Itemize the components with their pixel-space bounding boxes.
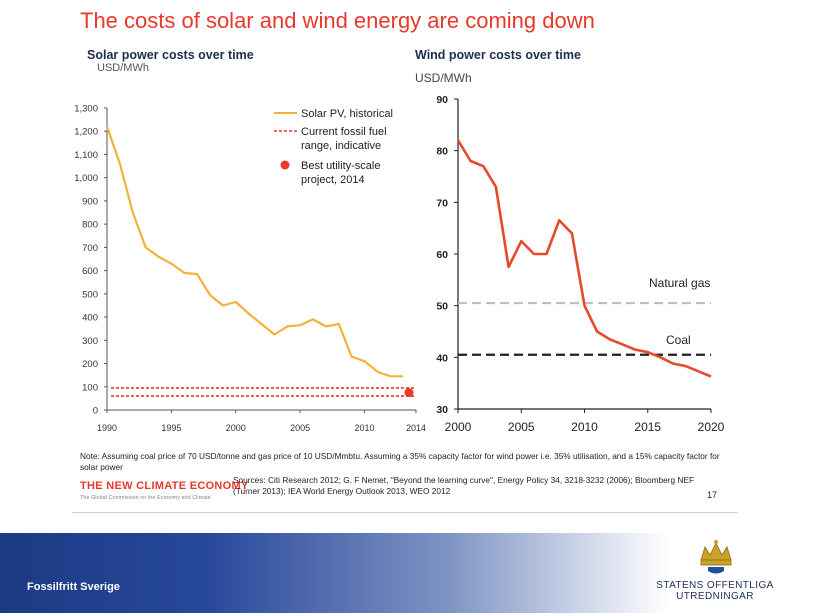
solar-x-tick-label: 1990 [97,423,117,433]
separator-line [72,512,738,513]
solar-y-tick-label: 1,000 [74,173,98,184]
solar-x-tick-label: 2000 [226,423,246,433]
solar-y-tick-label: 1,300 [74,104,98,115]
slide-title: The costs of solar and wind energy are c… [80,8,595,33]
natural-gas-label: Natural gas [649,276,710,290]
solar-y-tick-label: 300 [82,336,98,347]
solar-y-tick-label: 400 [82,313,98,324]
solar-x-tick-label: 2014 [406,423,426,433]
solar-y-tick-label: 1,200 [74,127,98,138]
org-name-line1: STATENS OFFENTLIGA [656,580,774,591]
wind-x-tick-label: 2015 [634,420,661,434]
wind-cost-line [456,139,712,378]
brand-subtitle: The Global Commission on the Economy and… [80,495,211,501]
solar-y-tick-label: 700 [82,243,98,254]
wind-y-tick-label: 60 [436,249,448,261]
wind-x-tick-label: 2020 [698,420,725,434]
solar-y-tick-label: 0 [93,406,98,417]
best-project-point [404,388,414,398]
legend-solar-label: Solar PV, historical [301,108,393,120]
sources-text: Sources: Citi Research 2012; G. F Nemet,… [233,475,695,496]
wind-y-tick-label: 90 [436,94,448,106]
wind-y-tick-label: 80 [436,146,448,158]
wind-y-tick-label: 50 [436,301,448,313]
legend-fossil-label: Current fossil fuel [301,126,387,138]
solar-y-tick-label: 100 [82,382,98,393]
solar-y-tick-label: 500 [82,289,98,300]
solar-x-tick-label: 1995 [161,423,181,433]
wind-y-tick-label: 70 [436,197,448,209]
solar-chart-title: Solar power costs over time [87,48,254,62]
wind-y-unit: USD/MWh [415,71,472,85]
footer-band [0,533,816,613]
solar-x-tick-label: 2005 [290,423,310,433]
brand-logo: THE NEW CLIMATE ECONOMY [80,480,249,492]
solar-y-tick-label: 600 [82,266,98,277]
wind-y-tick-label: 30 [436,404,448,416]
wind-y-tick-label: 40 [436,352,448,364]
wind-chart-title: Wind power costs over time [415,48,581,62]
legend-fossil-label-2: range, indicative [301,140,381,152]
legend-best-swatch [280,160,290,170]
wind-x-tick-label: 2000 [445,420,472,434]
org-name: STATENS OFFENTLIGA UTREDNINGAR [648,580,782,602]
coal-label: Coal [666,333,691,347]
wind-x-tick-label: 2010 [571,420,598,434]
solar-y-tick-label: 900 [82,196,98,207]
solar-pv-line [105,126,404,378]
legend-best-label-2: project, 2014 [301,174,365,186]
wind-x-tick-label: 2005 [508,420,535,434]
footnote: Note: Assuming coal price of 70 USD/tonn… [80,451,720,472]
page-number: 17 [707,490,718,500]
solar-y-tick-label: 1,100 [74,150,98,161]
solar-y-unit: USD/MWh [97,62,149,74]
solar-y-tick-label: 200 [82,359,98,370]
solar-y-tick-label: 800 [82,220,98,231]
legend-best-label: Best utility-scale [301,160,380,172]
org-name-line2: UTREDNINGAR [676,591,754,602]
solar-x-tick-label: 2010 [354,423,374,433]
crown-icon [700,540,732,574]
footer-text: Fossilfritt Sverige [27,581,120,593]
